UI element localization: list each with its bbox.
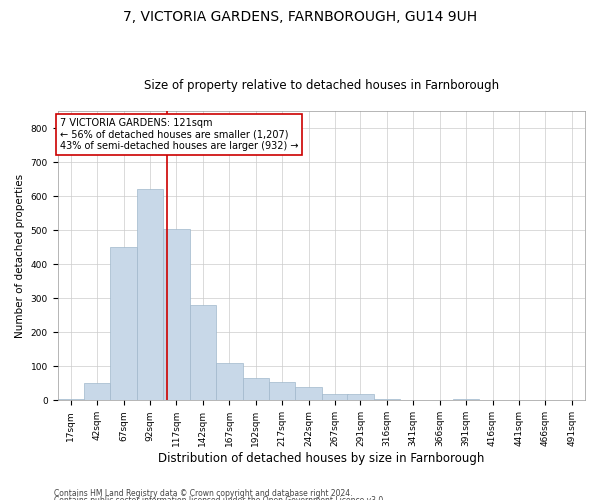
Bar xyxy=(269,382,295,400)
Bar xyxy=(242,378,269,400)
Bar xyxy=(216,363,242,401)
Bar xyxy=(190,305,216,400)
Bar xyxy=(58,398,84,400)
Text: 7 VICTORIA GARDENS: 121sqm
← 56% of detached houses are smaller (1,207)
43% of s: 7 VICTORIA GARDENS: 121sqm ← 56% of deta… xyxy=(59,118,298,151)
Bar xyxy=(137,190,163,400)
X-axis label: Distribution of detached houses by size in Farnborough: Distribution of detached houses by size … xyxy=(158,452,484,465)
Y-axis label: Number of detached properties: Number of detached properties xyxy=(15,174,25,338)
Bar xyxy=(347,394,374,400)
Bar xyxy=(84,382,110,400)
Bar xyxy=(295,386,322,400)
Bar xyxy=(374,398,400,400)
Text: 7, VICTORIA GARDENS, FARNBOROUGH, GU14 9UH: 7, VICTORIA GARDENS, FARNBOROUGH, GU14 9… xyxy=(123,10,477,24)
Text: Contains HM Land Registry data © Crown copyright and database right 2024.: Contains HM Land Registry data © Crown c… xyxy=(54,488,353,498)
Bar xyxy=(110,248,137,400)
Title: Size of property relative to detached houses in Farnborough: Size of property relative to detached ho… xyxy=(144,79,499,92)
Bar xyxy=(322,394,348,400)
Bar xyxy=(163,228,190,400)
Bar xyxy=(453,398,479,400)
Text: Contains public sector information licensed under the Open Government Licence v3: Contains public sector information licen… xyxy=(54,496,386,500)
